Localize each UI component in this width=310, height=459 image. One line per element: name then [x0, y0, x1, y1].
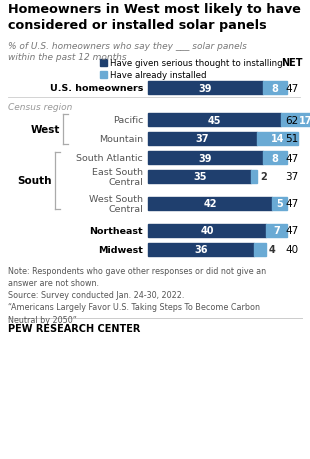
Text: 14: 14 — [271, 134, 285, 144]
Text: 7: 7 — [273, 226, 280, 236]
Text: PEW RESEARCH CENTER: PEW RESEARCH CENTER — [8, 323, 140, 333]
Text: 40: 40 — [286, 245, 299, 255]
Bar — [148, 197, 272, 211]
Bar — [100, 72, 107, 79]
Text: 39: 39 — [199, 84, 212, 93]
Text: South: South — [17, 176, 52, 186]
Bar — [281, 114, 310, 127]
Bar — [100, 60, 107, 67]
Bar — [148, 133, 257, 146]
Text: West South
Central: West South Central — [89, 194, 143, 214]
Bar — [148, 151, 263, 165]
Text: Have already installed: Have already installed — [110, 71, 206, 80]
Text: 17: 17 — [299, 115, 310, 125]
Text: 4: 4 — [269, 245, 276, 255]
Text: East South
Central: East South Central — [92, 168, 143, 187]
Bar — [257, 133, 299, 146]
Text: 47: 47 — [286, 153, 299, 163]
Text: Northeast: Northeast — [89, 226, 143, 235]
Text: 37: 37 — [286, 172, 299, 182]
Text: Mountain: Mountain — [99, 134, 143, 144]
Text: Note: Respondents who gave other responses or did not give an
answer are not sho: Note: Respondents who gave other respons… — [8, 266, 266, 324]
Bar — [148, 243, 254, 257]
Bar — [148, 114, 281, 127]
Text: 36: 36 — [194, 245, 208, 255]
Text: 8: 8 — [272, 84, 278, 93]
Text: 2: 2 — [260, 172, 267, 182]
Bar — [148, 82, 263, 95]
Bar — [272, 197, 287, 211]
Text: 40: 40 — [200, 226, 214, 236]
Text: Homeowners in West most likely to have
considered or installed solar panels: Homeowners in West most likely to have c… — [8, 3, 301, 31]
Bar — [266, 224, 287, 237]
Text: 47: 47 — [286, 199, 299, 209]
Text: South Atlantic: South Atlantic — [76, 154, 143, 162]
Text: West: West — [31, 125, 60, 134]
Text: 5: 5 — [276, 199, 283, 209]
Text: 47: 47 — [286, 226, 299, 236]
Text: 42: 42 — [203, 199, 217, 209]
Text: 35: 35 — [193, 172, 206, 182]
Text: 39: 39 — [199, 153, 212, 163]
Text: 47: 47 — [286, 84, 299, 93]
Bar — [148, 224, 266, 237]
Text: 45: 45 — [208, 115, 221, 125]
Text: 37: 37 — [196, 134, 209, 144]
Text: Census region: Census region — [8, 103, 72, 112]
Bar — [251, 171, 257, 184]
Text: Have given serious thought to installing: Have given serious thought to installing — [110, 59, 283, 68]
Text: % of U.S. homeowners who say they ___ solar panels
within the past 12 months: % of U.S. homeowners who say they ___ so… — [8, 42, 247, 62]
Text: Midwest: Midwest — [98, 246, 143, 254]
Bar — [254, 243, 266, 257]
Bar — [263, 151, 287, 165]
Text: U.S. homeowners: U.S. homeowners — [50, 84, 143, 93]
Bar — [148, 171, 251, 184]
Text: Pacific: Pacific — [113, 116, 143, 125]
Text: 62: 62 — [286, 115, 299, 125]
Text: NET: NET — [281, 58, 303, 68]
Text: 8: 8 — [272, 153, 278, 163]
Text: 51: 51 — [286, 134, 299, 144]
Bar — [263, 82, 287, 95]
